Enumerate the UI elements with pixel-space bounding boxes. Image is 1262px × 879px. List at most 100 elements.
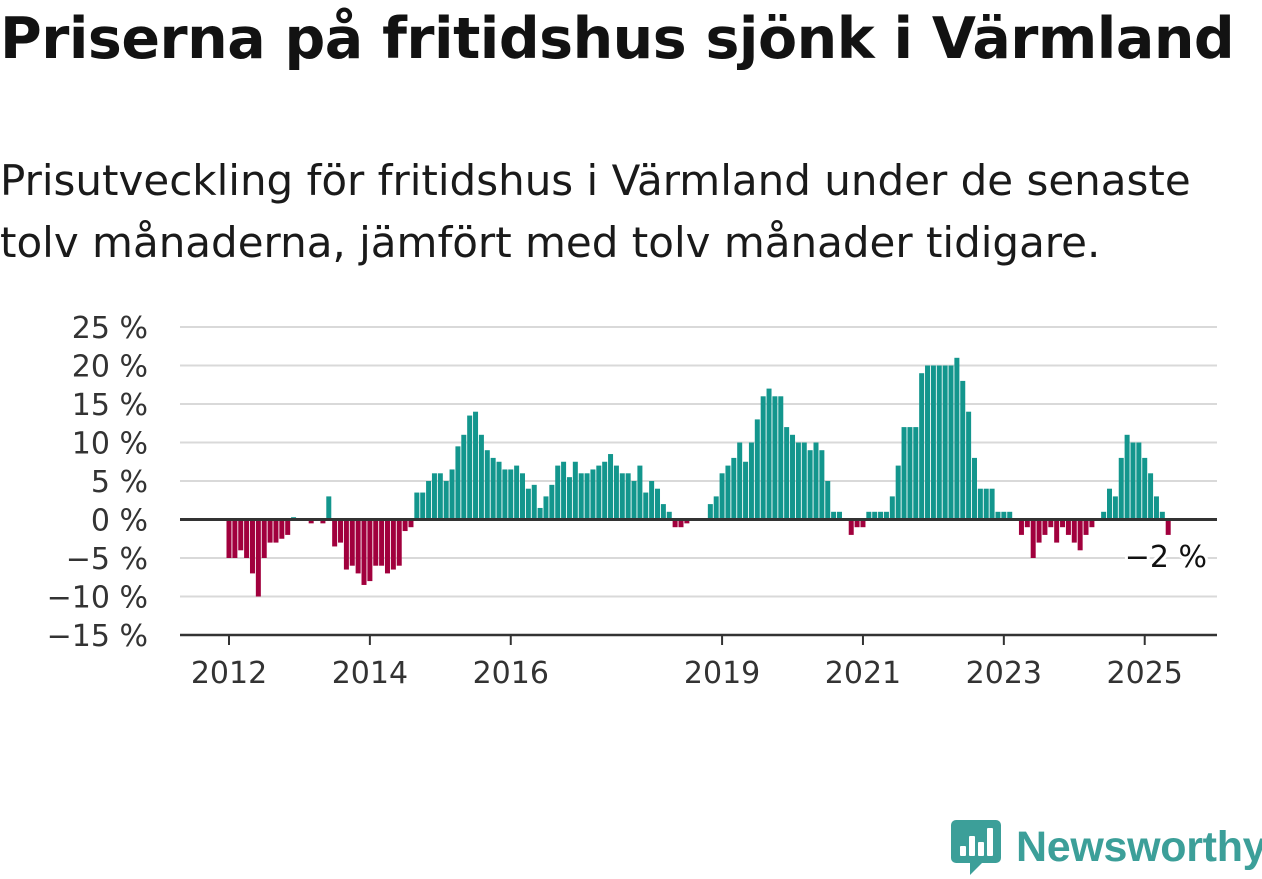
bar [437, 473, 443, 520]
bar [1130, 442, 1136, 520]
bar [754, 419, 760, 520]
bar [255, 519, 261, 597]
bar [361, 519, 367, 585]
bar [502, 469, 508, 520]
grid-layer [180, 326, 1217, 598]
bar [613, 465, 619, 520]
bar [848, 519, 854, 535]
bar [431, 473, 437, 520]
bar [678, 519, 684, 528]
bar [608, 454, 614, 520]
brand-name: Newsworthy [1016, 822, 1262, 871]
bar [384, 519, 390, 574]
bar [1124, 434, 1130, 520]
bar [326, 496, 332, 520]
bar [584, 473, 590, 520]
bar [249, 519, 255, 574]
bar [478, 434, 484, 520]
bar [226, 519, 232, 558]
bar [1001, 511, 1007, 520]
bar [443, 481, 449, 520]
bar [1018, 519, 1024, 535]
bar [737, 442, 743, 520]
bar [795, 442, 801, 520]
bar [819, 450, 825, 520]
bar [602, 461, 608, 520]
bar [883, 511, 889, 520]
chart-subtitle: Prisutveckling för fritidshus i Värmland… [0, 156, 1191, 267]
bar [801, 442, 807, 520]
bar [1036, 519, 1042, 543]
bar [948, 365, 954, 520]
bar [596, 465, 602, 520]
bar [449, 469, 455, 520]
x-tick-label: 2016 [473, 656, 549, 691]
bar [1083, 519, 1089, 535]
bar [1112, 496, 1118, 520]
bar [971, 457, 977, 520]
bar [537, 507, 543, 520]
bar [396, 519, 402, 566]
bar [543, 496, 549, 520]
bar [960, 380, 966, 520]
bar [655, 488, 661, 520]
bar [578, 473, 584, 520]
x-tick-label: 2019 [684, 656, 760, 691]
x-tick-label: 2021 [825, 656, 901, 691]
bar [713, 496, 719, 520]
bar [936, 365, 942, 520]
x-tick-label: 2012 [191, 656, 267, 691]
bar [731, 457, 737, 520]
bar [672, 519, 678, 528]
bar [942, 365, 948, 520]
bar [1089, 519, 1095, 528]
bar [373, 519, 379, 566]
bar [643, 492, 649, 520]
bar [1060, 519, 1066, 528]
x-tick-label: 2025 [1107, 656, 1183, 691]
bar [426, 481, 432, 520]
bar [549, 484, 555, 520]
bar [285, 519, 291, 535]
y-tick-label: 0 % [91, 504, 148, 539]
bar [901, 427, 907, 520]
bar [267, 519, 273, 543]
bar [273, 519, 279, 543]
bar [1142, 457, 1148, 520]
bar [566, 477, 572, 520]
bar [784, 427, 790, 520]
x-tick-label: 2023 [966, 656, 1042, 691]
newsworthy-logo-icon [951, 820, 1001, 875]
y-tick-label: 10 % [72, 427, 148, 462]
bars-layer [226, 357, 1171, 597]
bar [1107, 488, 1112, 520]
bar [1024, 519, 1030, 528]
bar [525, 488, 531, 520]
bar [649, 481, 655, 520]
bar [854, 519, 860, 528]
bar [572, 461, 578, 520]
bar [555, 465, 561, 520]
bar [907, 427, 913, 520]
bar [707, 504, 713, 520]
bar [1071, 519, 1077, 543]
bar [1101, 511, 1107, 520]
bar [367, 519, 373, 582]
bar [408, 519, 414, 528]
bar [1042, 519, 1048, 535]
y-tick-label: −10 % [47, 581, 148, 616]
bar [349, 519, 355, 566]
bar [836, 511, 842, 520]
bar [995, 511, 1001, 520]
bar [1136, 442, 1142, 520]
bar [414, 492, 420, 520]
bar [660, 504, 666, 520]
bar [355, 519, 361, 574]
bar [1165, 519, 1171, 535]
bar [1065, 519, 1071, 535]
bar [983, 488, 989, 520]
bar [343, 519, 349, 570]
bar [966, 411, 972, 520]
bar [508, 469, 514, 520]
bar [954, 357, 960, 520]
